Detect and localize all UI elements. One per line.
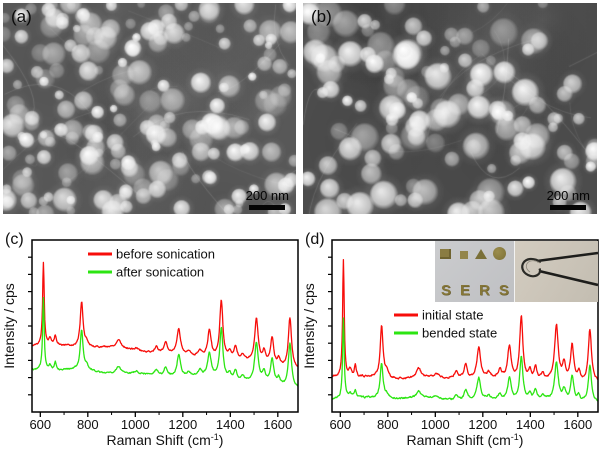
inset-photo-bent-film	[515, 241, 598, 302]
x-tick-label: 1200	[168, 417, 197, 432]
y-axis-label: Intensity / cps	[1, 283, 17, 369]
legend-label: bended state	[422, 326, 497, 341]
spectra-group	[32, 261, 298, 387]
spectrum-before-sonication	[32, 261, 298, 367]
spectra-group	[332, 258, 598, 402]
scalebar-bar-a	[249, 205, 286, 210]
scalebar-a: 200 nm	[246, 189, 289, 210]
tweezer-upper-arm	[536, 251, 598, 263]
bent-film-loop	[521, 257, 542, 278]
inset-square-small	[460, 251, 468, 259]
x-tick-label: 1600	[263, 417, 292, 432]
bent-film-highlight	[526, 260, 541, 273]
spectrum-after-sonication	[32, 296, 298, 387]
x-tick-label: 1000	[421, 417, 450, 432]
raman-chart-sonication: 600 800 1000 1200 1400 1600 Raman Shift (cm-1)…	[1, 239, 299, 448]
tweezers-bent-film-illustration	[521, 251, 598, 287]
x-tick-label: 800	[377, 417, 399, 432]
x-tick-label: 1400	[516, 417, 545, 432]
x-tick-label: 600	[329, 417, 351, 432]
scalebar-label-b: 200 nm	[546, 188, 590, 203]
x-tick-label: 1400	[216, 417, 245, 432]
x-tick-label: 600	[29, 417, 51, 432]
panel-label-a: (a)	[11, 7, 32, 26]
legend-label: after sonication	[116, 265, 204, 280]
x-axis-label: Raman Shift (cm-1)	[107, 432, 224, 448]
sem-image-b: (b) 200 nm	[303, 3, 597, 214]
spectrum-bended-state	[332, 317, 598, 402]
legend-label: before sonication	[116, 247, 215, 262]
tweezer-lower-arm	[538, 269, 598, 287]
panel-label-b: (b)	[311, 7, 332, 26]
inset-sers-letters: SERS	[441, 282, 515, 299]
x-tick-label: 1200	[468, 417, 497, 432]
inset-circle	[493, 247, 506, 260]
legend-label: initial state	[422, 308, 483, 323]
scalebar-bar-b	[550, 205, 587, 210]
scalebar-b: 200 nm	[547, 189, 590, 210]
inset-triangle	[475, 249, 487, 259]
x-axis-label: Raman Shift (cm-1)	[407, 432, 524, 448]
sem-image-a: (a) 200 nm	[3, 3, 296, 214]
sem-micrograph-a	[3, 3, 296, 214]
inset-square-large	[440, 249, 451, 259]
inset-photo-sers-patterns: SERS	[435, 241, 515, 302]
x-tick-label: 1600	[563, 417, 592, 432]
x-tick-label: 1000	[121, 417, 150, 432]
panel-label-d: (d)	[305, 231, 325, 248]
sem-micrograph-b	[303, 3, 597, 214]
panel-label-c: (c)	[5, 231, 24, 248]
spectrum-initial-state	[332, 258, 598, 380]
y-axis-label: Intensity / cps	[301, 283, 317, 369]
raman-chart-bending: 600 800 1000 1200 1400 1600 Raman Shift (cm-1)…	[301, 239, 599, 448]
x-tick-label: 800	[77, 417, 99, 432]
scalebar-label-a: 200 nm	[245, 188, 289, 203]
